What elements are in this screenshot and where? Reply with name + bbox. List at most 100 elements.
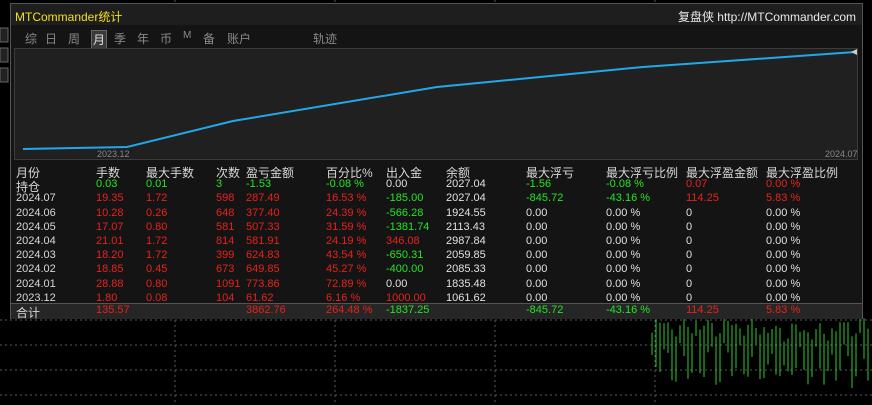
cell-value: 377.40	[246, 206, 280, 219]
cell-value: 0	[686, 235, 693, 247]
cell-value: 0	[686, 206, 693, 219]
cell-value: 0.00 %	[766, 249, 801, 262]
cell-value: 10.28	[96, 206, 124, 219]
cell-value: 1.80	[96, 291, 118, 304]
cell-value: 2027.04	[446, 192, 486, 205]
column-header: 百分比%	[326, 166, 373, 180]
side-icon	[0, 47, 9, 63]
cell-value: 1.72	[146, 235, 168, 247]
cell-value: 0.80	[146, 277, 168, 290]
cell-value: 31.59 %	[326, 220, 367, 233]
cell-value: 598	[216, 192, 235, 205]
cell-value: -185.00	[386, 192, 424, 205]
cell-value: 2059.85	[446, 249, 486, 262]
cell-value: 0.00	[526, 263, 548, 276]
column-header: 次数	[216, 166, 241, 180]
cell-value: 2113.43	[446, 220, 485, 233]
tab[interactable]: M	[183, 30, 192, 41]
column-header: 手数	[96, 166, 121, 180]
cell-value: 0.00 %	[606, 249, 641, 262]
cell-value: 17.07	[96, 220, 124, 233]
column-header: 月份	[16, 166, 41, 180]
candles	[651, 318, 869, 388]
cell-value: 399	[216, 249, 235, 262]
row-label: 2024.06	[16, 206, 56, 219]
cell-value: 0.00 %	[766, 291, 801, 304]
column-header: 最大浮盈金额	[686, 166, 759, 180]
cell-value: 19.35	[96, 192, 124, 205]
tab[interactable]: 轨迹	[313, 32, 338, 46]
column-header: 最大手数	[146, 166, 195, 180]
cell-value: 581	[216, 220, 235, 233]
cell-value: 2987.84	[446, 235, 486, 247]
cell-value: -1.56	[526, 178, 552, 191]
cell-value: 0.45	[146, 263, 168, 276]
cell-value: 0.80	[146, 220, 168, 233]
cell-value: 21.01	[96, 235, 124, 247]
tab[interactable]: 月	[91, 30, 108, 49]
cell-value: -1381.74	[386, 220, 430, 233]
cell-value: 0	[686, 291, 693, 304]
tab[interactable]: 综	[25, 32, 38, 46]
tab[interactable]: 日	[45, 32, 58, 46]
cell-value: 1000.00	[386, 291, 426, 304]
cell-value: 0	[686, 249, 693, 262]
cell-value: 0.00 %	[606, 220, 641, 233]
cell-value: 24.39 %	[326, 206, 367, 219]
cell-value: 0.03	[96, 178, 118, 191]
cell-value: 0	[686, 263, 693, 276]
cell-value: 0.00 %	[766, 220, 801, 233]
cell-value: 0.00 %	[766, 235, 801, 247]
equity-curve: 2023.12 2024.07	[14, 48, 858, 160]
tab[interactable]: 季	[114, 32, 127, 46]
tab[interactable]: 周	[68, 32, 81, 46]
window-title: MTCommander统计	[15, 10, 123, 24]
cell-value: -650.31	[386, 249, 424, 262]
column-header: 最大浮亏	[526, 166, 575, 180]
row-label: 2023.12	[16, 291, 56, 304]
cell-value: 1835.48	[446, 277, 486, 290]
column-header: 盈亏金额	[246, 166, 295, 180]
row-label: 2024.04	[16, 235, 56, 247]
cell-value: 624.83	[246, 249, 280, 262]
column-header: 最大浮亏比例	[606, 166, 679, 180]
row-label: 2024.02	[16, 263, 56, 276]
tab[interactable]: 账户	[227, 32, 252, 46]
total-value: 3862.76	[246, 304, 286, 316]
cell-value: 1.72	[146, 249, 168, 262]
cell-value: 0.00 %	[766, 277, 801, 290]
total-value: 135.57	[96, 304, 130, 316]
total-value: 264.48 %	[326, 304, 373, 316]
side-icon	[0, 67, 9, 83]
cell-value: 0.00	[526, 291, 548, 304]
row-label: 2024.07	[16, 192, 56, 205]
total-value: 5.83 %	[766, 304, 801, 316]
tab[interactable]: 币	[160, 32, 173, 46]
tab[interactable]: 备	[203, 32, 216, 46]
cell-value: 0.00 %	[766, 206, 801, 219]
brand-link[interactable]: 复盘侠 http://MTCommander.com	[677, 10, 856, 24]
cell-value: 2085.33	[446, 263, 486, 276]
cell-value: 0.00	[526, 277, 548, 290]
side-icon	[0, 27, 9, 43]
column-header: 出入金	[386, 166, 423, 180]
cell-value: 0	[686, 277, 693, 290]
row-label: 2024.01	[16, 277, 56, 290]
cell-value: 1091	[216, 277, 241, 290]
cell-value: 1924.55	[446, 206, 486, 219]
cell-value: 648	[216, 206, 235, 219]
total-value: -845.72	[526, 304, 564, 316]
cell-value: 45.27 %	[326, 263, 367, 276]
x-start-label: 2023.12	[97, 149, 130, 159]
tab[interactable]: 年	[137, 32, 150, 46]
column-header: 余额	[446, 166, 471, 180]
cell-value: 43.54 %	[326, 249, 367, 262]
curve-svg	[22, 49, 857, 150]
x-end-label: 2024.07	[825, 149, 858, 159]
total-value: -1837.25	[386, 304, 430, 316]
cell-value: 0.01	[146, 178, 168, 191]
cell-value: 346.08	[386, 235, 420, 247]
cell-value: 3	[216, 178, 223, 191]
